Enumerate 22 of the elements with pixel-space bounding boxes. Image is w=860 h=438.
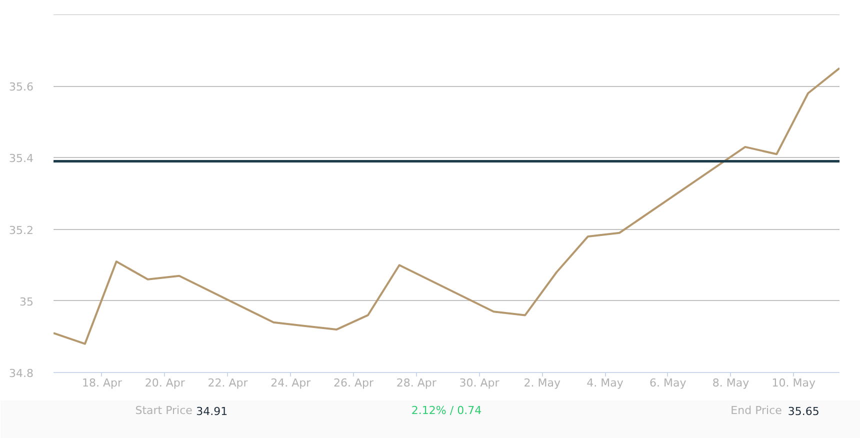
x-tick-label: 28. Apr bbox=[396, 376, 437, 390]
text: End Price bbox=[730, 404, 782, 417]
y-tick-label: 35.2 bbox=[9, 224, 34, 237]
x-tick-label: 30. Apr bbox=[459, 376, 500, 390]
y-tick-label: 35 bbox=[20, 295, 34, 308]
x-tick-label: 24. Apr bbox=[270, 376, 312, 390]
text: 35.65 bbox=[788, 405, 820, 418]
text: 2.12% / 0.74 bbox=[411, 404, 482, 417]
x-tick-label: 6. May bbox=[650, 376, 687, 390]
x-tick-label: 20. Apr bbox=[144, 376, 186, 390]
y-tick-label: 35.4 bbox=[9, 152, 34, 166]
text: Start Price bbox=[135, 404, 193, 417]
y-tick-label: 34.8 bbox=[9, 367, 34, 380]
x-tick-label: 4. May bbox=[586, 376, 624, 390]
x-tick-label: 10. May bbox=[772, 376, 816, 390]
x-tick-label: 26. Apr bbox=[333, 376, 374, 390]
x-tick-label: 22. Apr bbox=[208, 376, 248, 390]
x-tick-label: 18. Apr bbox=[82, 376, 122, 390]
text: 34.91 bbox=[196, 405, 228, 418]
x-tick-label: 8. May bbox=[712, 376, 750, 390]
y-tick-label: 35.6 bbox=[9, 80, 34, 94]
x-tick-label: 2. May bbox=[524, 376, 561, 390]
